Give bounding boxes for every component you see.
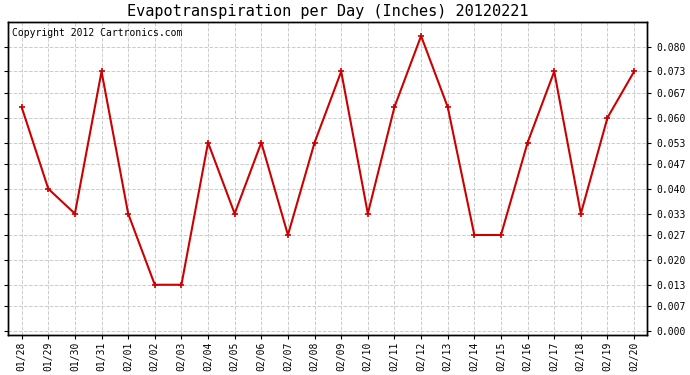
Title: Evapotranspiration per Day (Inches) 20120221: Evapotranspiration per Day (Inches) 2012…: [127, 4, 529, 19]
Text: Copyright 2012 Cartronics.com: Copyright 2012 Cartronics.com: [12, 28, 182, 38]
